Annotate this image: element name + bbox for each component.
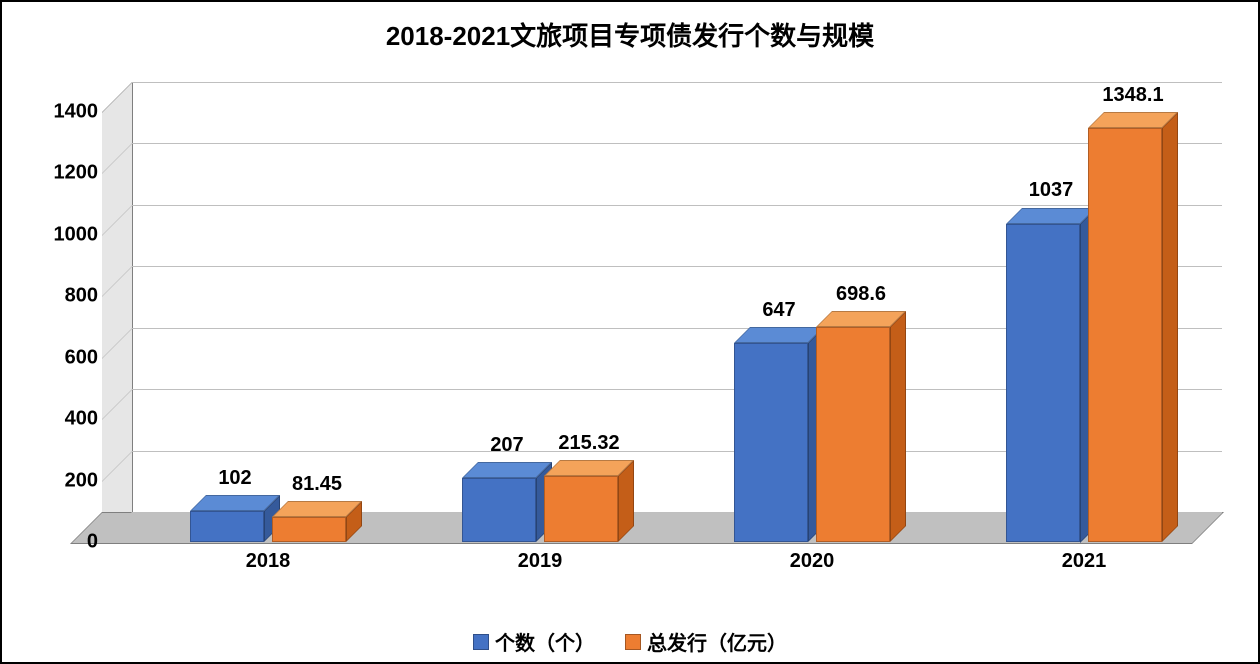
ytick-label: 1000 — [52, 223, 98, 246]
bar-front — [544, 476, 618, 542]
bar — [272, 517, 346, 542]
bar-front — [816, 327, 890, 542]
legend-label-0: 个数（个） — [495, 627, 595, 656]
bar-value-label: 1348.1 — [1073, 84, 1193, 107]
gridline — [132, 143, 1222, 144]
chart-frame: 2018-2021文旅项目专项债发行个数与规模 0200400600800100… — [0, 0, 1260, 664]
xtick-label: 2020 — [752, 550, 872, 573]
bar — [462, 478, 536, 542]
ytick-label: 1200 — [52, 162, 98, 185]
ytick-label: 200 — [52, 469, 98, 492]
bar — [1006, 224, 1080, 543]
xtick-label: 2018 — [208, 550, 328, 573]
bar-front — [734, 343, 808, 542]
bar — [190, 511, 264, 542]
gridline — [132, 82, 1222, 83]
bar-front — [272, 517, 346, 542]
bar-value-label: 81.45 — [257, 473, 377, 496]
plot-side-wall — [102, 82, 132, 543]
bar-front — [190, 511, 264, 542]
bar — [734, 343, 808, 542]
chart-title: 2018-2021文旅项目专项债发行个数与规模 — [2, 2, 1258, 53]
bar-front — [462, 478, 536, 542]
bar-value-label: 215.32 — [529, 432, 649, 455]
bar — [544, 476, 618, 542]
xtick-label: 2021 — [1024, 550, 1144, 573]
legend-swatch-1 — [625, 634, 641, 650]
chart-area: 0200400600800100012001400 10281.45207215… — [62, 72, 1232, 592]
ytick-label: 800 — [52, 285, 98, 308]
bar-front — [1006, 224, 1080, 543]
legend-swatch-0 — [473, 634, 489, 650]
legend: 个数（个） 总发行（亿元） — [473, 627, 787, 656]
ytick-label: 0 — [52, 531, 98, 554]
xtick-label: 2019 — [480, 550, 600, 573]
gridline — [132, 205, 1222, 206]
legend-item-series-0: 个数（个） — [473, 627, 595, 656]
bar-side — [890, 311, 906, 542]
bar-value-label: 1037 — [991, 179, 1111, 202]
ytick-label: 400 — [52, 408, 98, 431]
legend-label-1: 总发行（亿元） — [647, 627, 787, 656]
bar-value-label: 698.6 — [801, 283, 921, 306]
ytick-label: 1400 — [52, 101, 98, 124]
ytick-label: 600 — [52, 346, 98, 369]
legend-item-series-1: 总发行（亿元） — [625, 627, 787, 656]
bar-side — [1162, 112, 1178, 542]
bar — [816, 327, 890, 542]
